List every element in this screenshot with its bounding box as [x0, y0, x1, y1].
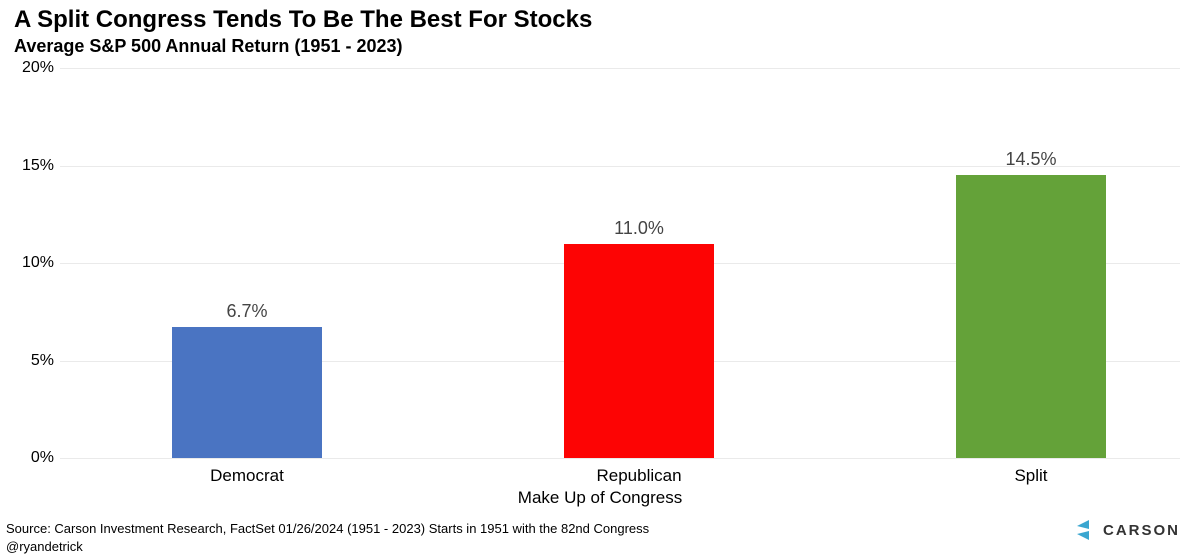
- y-tick-label: 15%: [8, 157, 54, 175]
- chart-title: A Split Congress Tends To Be The Best Fo…: [14, 6, 592, 34]
- x-axis-title: Make Up of Congress: [518, 488, 682, 508]
- y-tick-label: 0%: [8, 449, 54, 467]
- footer-source: Source: Carson Investment Research, Fact…: [6, 521, 649, 536]
- baseline: [60, 458, 1180, 459]
- bar-value-label: 11.0%: [564, 218, 714, 239]
- chart-subtitle: Average S&P 500 Annual Return (1951 - 20…: [14, 36, 403, 57]
- footer-handle: @ryandetrick: [6, 539, 83, 554]
- chart-plot-area: 0%5%10%15%20%6.7%Democrat11.0%Republican…: [60, 68, 1180, 458]
- bar-value-label: 6.7%: [172, 301, 322, 322]
- x-tick-label: Democrat: [210, 466, 284, 486]
- brand-logo-text: CARSON: [1103, 522, 1180, 539]
- carson-mark-icon: [1075, 520, 1095, 540]
- brand-logo: CARSON: [1075, 520, 1180, 540]
- x-tick-label: Republican: [596, 466, 681, 486]
- bar-democrat: 6.7%: [172, 327, 322, 458]
- x-tick-label: Split: [1014, 466, 1047, 486]
- y-tick-label: 5%: [8, 352, 54, 370]
- bar-split: 14.5%: [956, 175, 1106, 458]
- y-tick-label: 20%: [8, 59, 54, 77]
- bar-republican: 11.0%: [564, 244, 714, 459]
- bar-value-label: 14.5%: [956, 149, 1106, 170]
- gridline: [60, 68, 1180, 69]
- y-tick-label: 10%: [8, 254, 54, 272]
